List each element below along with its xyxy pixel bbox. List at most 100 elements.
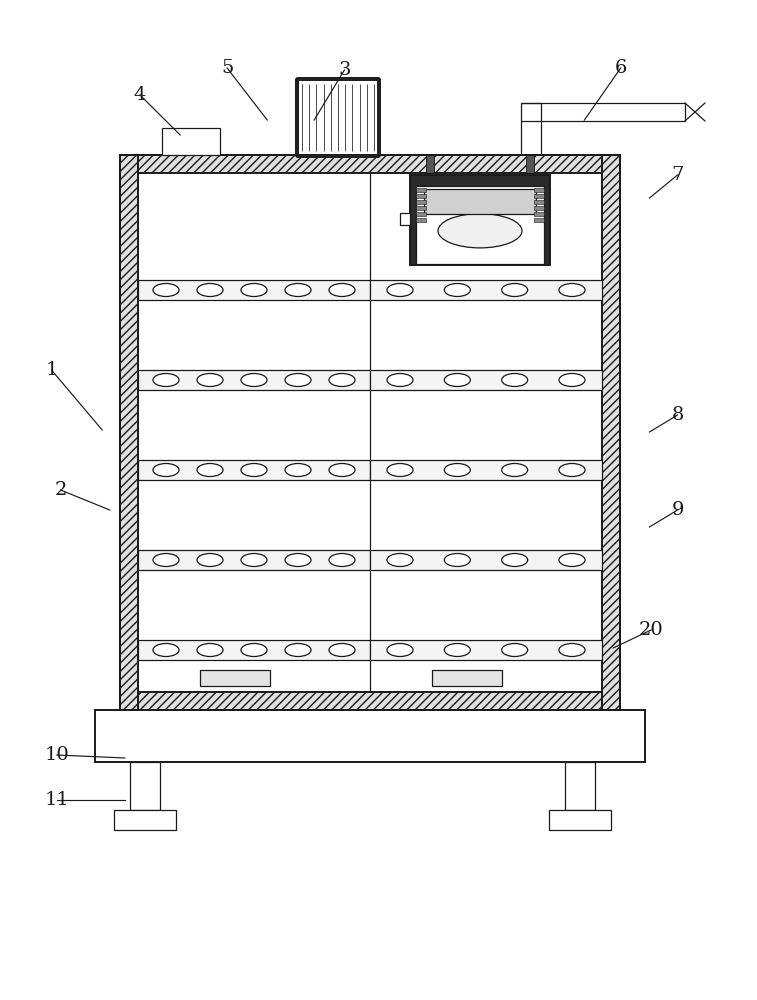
Bar	[120, 692, 620, 710]
Ellipse shape	[438, 214, 522, 248]
Ellipse shape	[559, 644, 585, 656]
Ellipse shape	[153, 284, 179, 296]
Text: 5: 5	[221, 59, 233, 77]
Bar	[130, 762, 160, 810]
Bar	[416, 218, 426, 222]
Bar	[201, 670, 270, 686]
Bar	[424, 189, 536, 214]
Ellipse shape	[197, 644, 223, 656]
Ellipse shape	[502, 373, 528, 386]
Bar	[549, 810, 611, 830]
Bar	[534, 194, 544, 198]
Bar	[534, 200, 544, 204]
Text: 7: 7	[671, 166, 684, 184]
Bar	[602, 155, 620, 710]
Ellipse shape	[502, 644, 528, 656]
Ellipse shape	[329, 373, 355, 386]
Ellipse shape	[197, 373, 223, 386]
Bar	[138, 460, 370, 480]
Ellipse shape	[285, 464, 311, 477]
Ellipse shape	[153, 464, 179, 477]
Bar	[370, 640, 602, 660]
Text: 3: 3	[338, 61, 350, 79]
Text: 11: 11	[45, 791, 69, 809]
Bar	[298, 80, 378, 155]
Bar	[410, 175, 550, 265]
Bar	[416, 200, 426, 204]
Ellipse shape	[387, 284, 413, 296]
Ellipse shape	[241, 373, 267, 386]
Ellipse shape	[285, 373, 311, 386]
Bar	[120, 155, 620, 173]
Ellipse shape	[444, 284, 470, 296]
Ellipse shape	[285, 284, 311, 296]
Bar	[416, 212, 426, 216]
Ellipse shape	[502, 464, 528, 477]
Ellipse shape	[329, 464, 355, 477]
Bar	[432, 670, 503, 686]
Ellipse shape	[241, 464, 267, 477]
Bar	[95, 710, 645, 762]
Ellipse shape	[444, 373, 470, 386]
Bar	[370, 550, 602, 570]
Bar	[565, 762, 595, 810]
Bar	[534, 212, 544, 216]
Text: 20: 20	[639, 621, 663, 639]
Ellipse shape	[241, 644, 267, 656]
Ellipse shape	[387, 644, 413, 656]
Ellipse shape	[329, 554, 355, 566]
Ellipse shape	[329, 644, 355, 656]
Ellipse shape	[285, 554, 311, 566]
Ellipse shape	[387, 554, 413, 566]
Ellipse shape	[559, 284, 585, 296]
Bar	[138, 550, 370, 570]
Ellipse shape	[153, 644, 179, 656]
Bar	[534, 218, 544, 222]
Ellipse shape	[153, 373, 179, 386]
Ellipse shape	[241, 554, 267, 566]
Bar	[120, 155, 138, 710]
FancyBboxPatch shape	[296, 78, 380, 157]
Ellipse shape	[444, 464, 470, 477]
Bar	[138, 370, 370, 390]
Bar	[416, 206, 426, 210]
Ellipse shape	[502, 284, 528, 296]
Ellipse shape	[197, 284, 223, 296]
Text: 2: 2	[55, 481, 67, 499]
Bar	[400, 213, 410, 225]
Ellipse shape	[444, 554, 470, 566]
Bar	[298, 80, 378, 155]
Bar	[120, 155, 620, 710]
Ellipse shape	[444, 644, 470, 656]
Ellipse shape	[559, 554, 585, 566]
Bar	[162, 128, 220, 155]
Bar	[526, 155, 534, 173]
Text: 9: 9	[671, 501, 684, 519]
Bar	[370, 460, 602, 480]
Text: 6: 6	[615, 59, 627, 77]
Text: 4: 4	[134, 86, 146, 104]
Bar	[426, 155, 434, 173]
Bar	[416, 186, 544, 264]
Ellipse shape	[559, 464, 585, 477]
Ellipse shape	[559, 373, 585, 386]
Bar	[534, 206, 544, 210]
Bar	[138, 640, 370, 660]
Ellipse shape	[153, 554, 179, 566]
Bar	[416, 194, 426, 198]
Ellipse shape	[387, 464, 413, 477]
Bar	[534, 188, 544, 192]
Text: 8: 8	[671, 406, 684, 424]
Bar	[370, 370, 602, 390]
Ellipse shape	[197, 464, 223, 477]
Ellipse shape	[241, 284, 267, 296]
Bar	[416, 188, 426, 192]
Ellipse shape	[329, 284, 355, 296]
Bar	[114, 810, 176, 830]
Text: 1: 1	[45, 361, 58, 379]
Ellipse shape	[197, 554, 223, 566]
Text: 10: 10	[45, 746, 69, 764]
Bar	[138, 173, 602, 692]
Ellipse shape	[285, 644, 311, 656]
Ellipse shape	[502, 554, 528, 566]
